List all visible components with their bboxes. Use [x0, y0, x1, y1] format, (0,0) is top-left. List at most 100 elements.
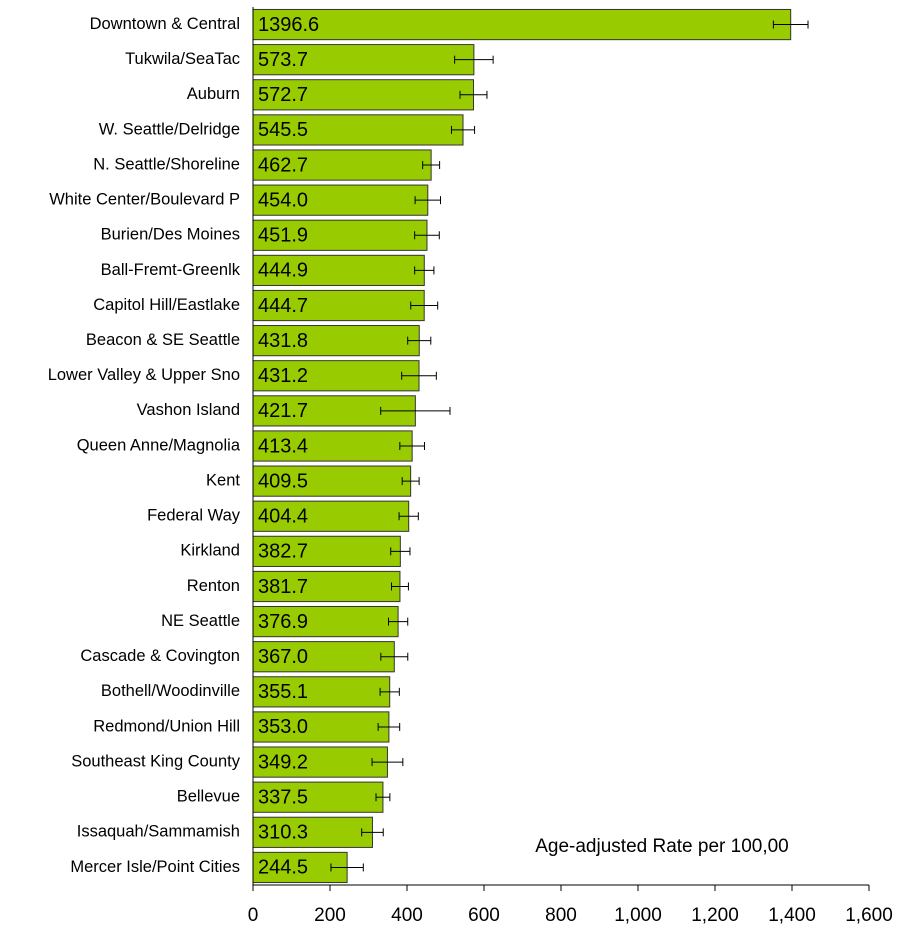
x-tick-label: 800 [545, 905, 577, 926]
value-label: 573.7 [258, 49, 308, 71]
error-bar [401, 477, 420, 486]
category-label: Federal Way [147, 507, 241, 525]
category-label: Beacon & SE Seattle [86, 331, 240, 349]
bar [252, 781, 384, 813]
category-label: Burien/Des Moines [101, 226, 240, 244]
category-label: Ball-Fremt-Greenlk [101, 261, 241, 279]
value-label: 367.0 [258, 646, 308, 668]
category-label: Issaquah/Sammamish [77, 823, 240, 841]
bar [252, 219, 428, 251]
category-label: Downtown & Central [90, 15, 240, 33]
value-label: 409.5 [258, 470, 308, 492]
error-bar [371, 758, 404, 767]
x-tick-label: 1,400 [768, 905, 816, 926]
error-bar [375, 793, 391, 802]
bar [252, 430, 413, 462]
error-bar [361, 828, 384, 837]
value-label: 413.4 [258, 435, 308, 457]
error-bar [390, 582, 409, 591]
category-label: Redmond/Union Hill [93, 717, 240, 735]
x-tick-label: 600 [468, 905, 500, 926]
error-bar [330, 863, 364, 872]
value-label: 462.7 [258, 154, 308, 176]
bar [252, 641, 395, 673]
category-label: White Center/Boulevard P [49, 191, 240, 209]
error-bar [414, 196, 441, 205]
x-tick-label: 400 [391, 905, 423, 926]
error-bar [399, 442, 425, 450]
bar [252, 184, 429, 216]
category-label: Capitol Hill/Eastlake [93, 296, 240, 314]
category-label: Bothell/Woodinville [101, 682, 240, 700]
category-label: Cascade & Covington [80, 647, 240, 665]
value-label: 444.7 [258, 295, 308, 317]
category-label: Kent [206, 471, 240, 489]
error-bar [407, 336, 432, 345]
error-bar [414, 266, 435, 275]
bar [252, 500, 410, 532]
category-label: Tukwila/SeaTac [125, 50, 240, 68]
value-label: 381.7 [258, 576, 308, 598]
category-label: Auburn [187, 85, 240, 103]
bar [252, 711, 390, 743]
error-bar [379, 687, 400, 696]
category-label: Renton [187, 577, 240, 595]
bar [252, 44, 475, 76]
value-label: 337.5 [258, 786, 308, 808]
error-bar [390, 547, 411, 556]
value-label: 451.9 [258, 225, 308, 247]
error-bar [380, 652, 409, 661]
category-label: Vashon Island [137, 401, 240, 419]
x-tick-label: 1,200 [691, 905, 739, 926]
error-bar [401, 371, 437, 380]
category-label: N. Seattle/Shoreline [93, 155, 240, 173]
error-bar [772, 20, 809, 29]
value-label: 1396.6 [258, 14, 319, 36]
value-label: 310.3 [258, 822, 308, 844]
error-bar [414, 231, 440, 240]
value-label: 404.4 [258, 506, 308, 528]
category-label: Mercer Isle/Point Cities [70, 858, 240, 876]
category-label: Bellevue [177, 788, 240, 806]
error-bar [380, 406, 451, 415]
value-label: 244.5 [258, 857, 308, 879]
value-label: 454.0 [258, 189, 308, 211]
error-bar [398, 512, 419, 521]
value-label: 382.7 [258, 541, 308, 563]
bar [252, 465, 412, 497]
category-label: NE Seattle [161, 612, 240, 630]
error-bar [387, 617, 409, 626]
value-label: 431.8 [258, 330, 308, 352]
value-label: 572.7 [258, 84, 308, 106]
axis-label: Age-adjusted Rate per 100,00 [535, 836, 789, 857]
x-tick-label: 200 [314, 905, 346, 926]
category-label: Kirkland [180, 542, 240, 560]
error-bar [410, 301, 439, 310]
bar [252, 816, 373, 848]
error-bar [450, 125, 476, 134]
value-label: 421.7 [258, 400, 308, 422]
error-bar [459, 90, 488, 99]
value-label: 431.2 [258, 365, 308, 387]
value-label: 349.2 [258, 751, 308, 773]
value-label: 545.5 [258, 119, 308, 141]
bar [252, 149, 432, 181]
category-label: Lower Valley & Upper Sno [48, 366, 240, 384]
value-label: 444.9 [258, 260, 308, 282]
bar [252, 535, 401, 567]
bar [252, 570, 401, 603]
error-bar [377, 722, 401, 731]
category-label: W. Seattle/Delridge [99, 120, 240, 138]
bar [252, 114, 464, 146]
bar [252, 8, 792, 41]
category-label: Southeast King County [71, 752, 241, 770]
x-tick-label: 1,600 [845, 905, 893, 926]
category-label: Queen Anne/Magnolia [77, 436, 241, 454]
value-label: 353.0 [258, 716, 308, 738]
bar [252, 746, 388, 778]
x-tick-label: 1,000 [614, 905, 662, 926]
error-bar [454, 55, 494, 64]
x-tick-label: 0 [248, 905, 259, 926]
error-bar [422, 161, 441, 170]
